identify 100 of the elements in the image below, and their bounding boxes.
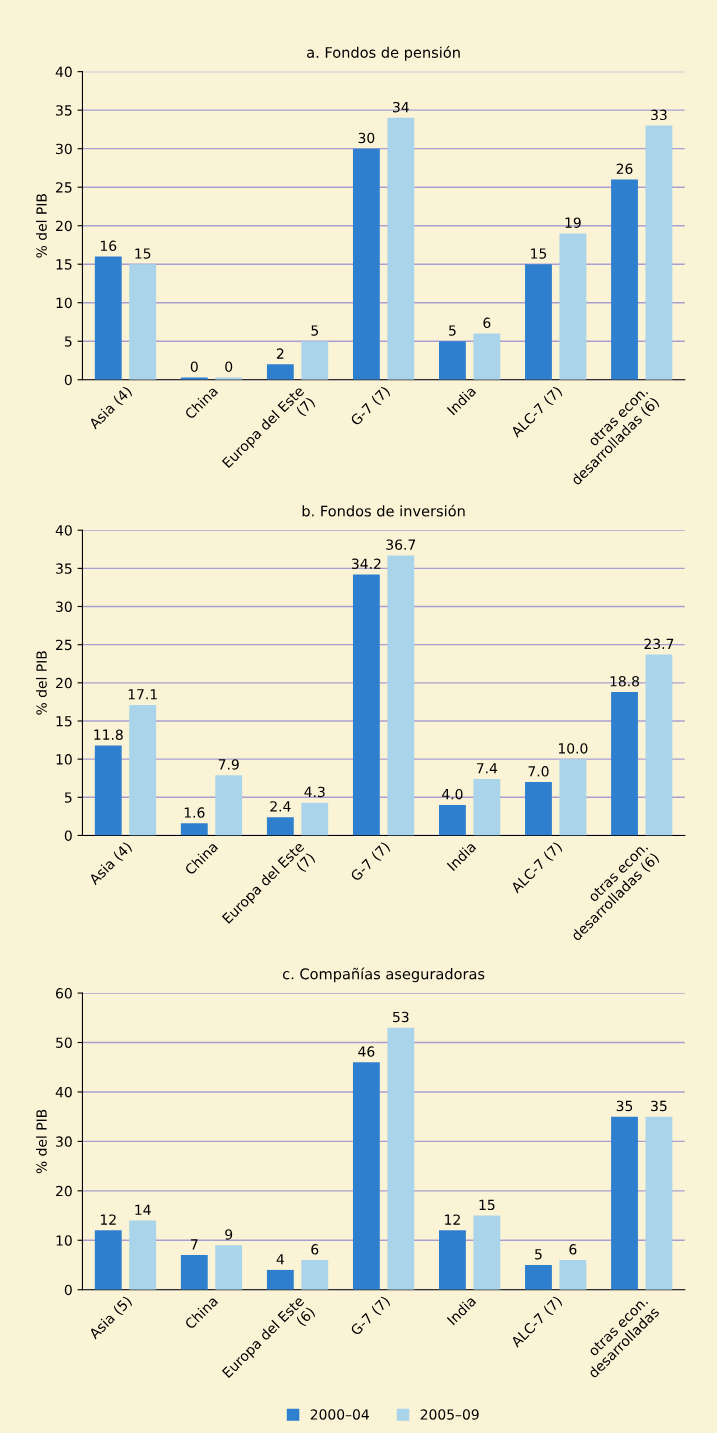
bar	[180, 1255, 208, 1290]
bar	[525, 782, 552, 836]
y-tick-label: 20	[56, 1185, 72, 1197]
y-tick-label: 15	[56, 716, 72, 727]
data-label: 30	[358, 132, 375, 144]
bar	[439, 804, 466, 836]
legend-label: 2005–09	[420, 1409, 479, 1420]
y-tick-label: 50	[56, 1037, 72, 1048]
data-label: 53	[393, 1011, 409, 1023]
bar	[387, 117, 415, 380]
bar	[129, 264, 157, 380]
data-label: 7.0	[528, 766, 549, 777]
bar	[215, 1245, 243, 1290]
data-label: 5	[311, 325, 318, 336]
bar	[129, 1220, 157, 1290]
chart-title: a. Fondos de pensión	[307, 46, 460, 61]
data-label: 34	[393, 101, 409, 113]
data-label: 7	[191, 1239, 198, 1250]
bar	[611, 179, 638, 380]
bar	[439, 341, 466, 380]
bar	[94, 745, 122, 836]
data-label: 1.6	[184, 807, 205, 818]
bar	[94, 1230, 122, 1290]
data-label: 16	[100, 240, 117, 252]
data-label: 36.7	[386, 539, 416, 550]
y-tick-label: 30	[56, 601, 72, 612]
data-label: 0	[190, 361, 198, 372]
y-tick-label: 5	[64, 792, 72, 803]
bar	[301, 341, 329, 380]
chart-title: b. Fondos de inversión	[302, 504, 465, 517]
bar	[645, 125, 673, 380]
bar	[611, 1116, 638, 1290]
data-label: 4	[276, 1254, 284, 1265]
y-axis-title: % del PIB	[36, 194, 47, 258]
data-label: 35	[616, 1100, 633, 1112]
data-label: 15	[531, 248, 547, 259]
data-label: 23.7	[644, 638, 674, 650]
y-tick-label: 35	[56, 563, 72, 574]
bar	[387, 1027, 415, 1290]
x-tick-label: G-7 (7)	[349, 841, 392, 883]
y-axis-title: % del PIB	[36, 651, 47, 715]
y-axis-title: % del PIB	[36, 1109, 47, 1174]
data-label: 26	[616, 163, 633, 175]
y-tick-label: 15	[56, 259, 72, 270]
data-label: 6	[569, 1244, 577, 1255]
data-label: 35	[651, 1100, 667, 1112]
y-tick-label: 25	[56, 639, 72, 651]
y-tick-label: 10	[56, 1235, 72, 1246]
data-label: 33	[651, 109, 667, 121]
bar	[473, 1215, 501, 1290]
data-label: 17.1	[128, 689, 157, 700]
bar	[352, 574, 380, 836]
y-tick-label: 0	[64, 1284, 72, 1296]
data-label: 4.3	[304, 786, 325, 798]
y-tick-label: 25	[56, 182, 72, 193]
data-label: 14	[135, 1204, 151, 1215]
bar	[352, 1062, 380, 1290]
bar	[559, 1260, 587, 1290]
bar	[301, 1260, 329, 1290]
y-tick-label: 10	[56, 297, 72, 309]
data-label: 10.0	[558, 743, 588, 754]
bar	[94, 256, 122, 380]
x-tick-label: G-7 (7)	[349, 385, 392, 428]
bar	[266, 364, 294, 380]
data-label: 5	[535, 1249, 542, 1260]
bar	[525, 1264, 552, 1290]
y-tick-label: 60	[56, 988, 72, 999]
data-label: 46	[358, 1046, 375, 1057]
data-label: 2	[276, 348, 284, 359]
data-label: 12	[100, 1214, 116, 1225]
bar	[473, 333, 501, 380]
data-label: 4.0	[442, 788, 463, 800]
bar	[215, 775, 243, 836]
y-tick-label: 40	[55, 66, 72, 78]
bar	[352, 148, 380, 380]
y-tick-label: 30	[56, 1136, 72, 1147]
bar	[559, 759, 587, 836]
data-label: 11.8	[94, 729, 123, 740]
bar	[645, 1116, 673, 1290]
bar	[439, 1230, 466, 1290]
y-tick-label: 40	[55, 525, 72, 536]
bar	[266, 1269, 294, 1290]
bar	[525, 264, 552, 380]
bar	[301, 802, 329, 836]
bar	[180, 823, 208, 836]
bar	[473, 778, 501, 836]
bar	[559, 233, 587, 380]
data-label: 9	[225, 1229, 233, 1240]
y-tick-label: 35	[56, 105, 72, 116]
bar	[129, 704, 157, 836]
bar	[387, 555, 415, 836]
data-label: 0	[225, 361, 233, 372]
data-label: 2.4	[270, 801, 291, 812]
y-tick-label: 40	[55, 1086, 72, 1098]
bar	[611, 691, 638, 836]
data-label: 19	[565, 217, 581, 228]
data-label: 34.2	[351, 558, 381, 569]
data-label: 6	[483, 317, 491, 329]
y-tick-label: 0	[64, 830, 72, 841]
data-label: 7.4	[476, 763, 498, 774]
